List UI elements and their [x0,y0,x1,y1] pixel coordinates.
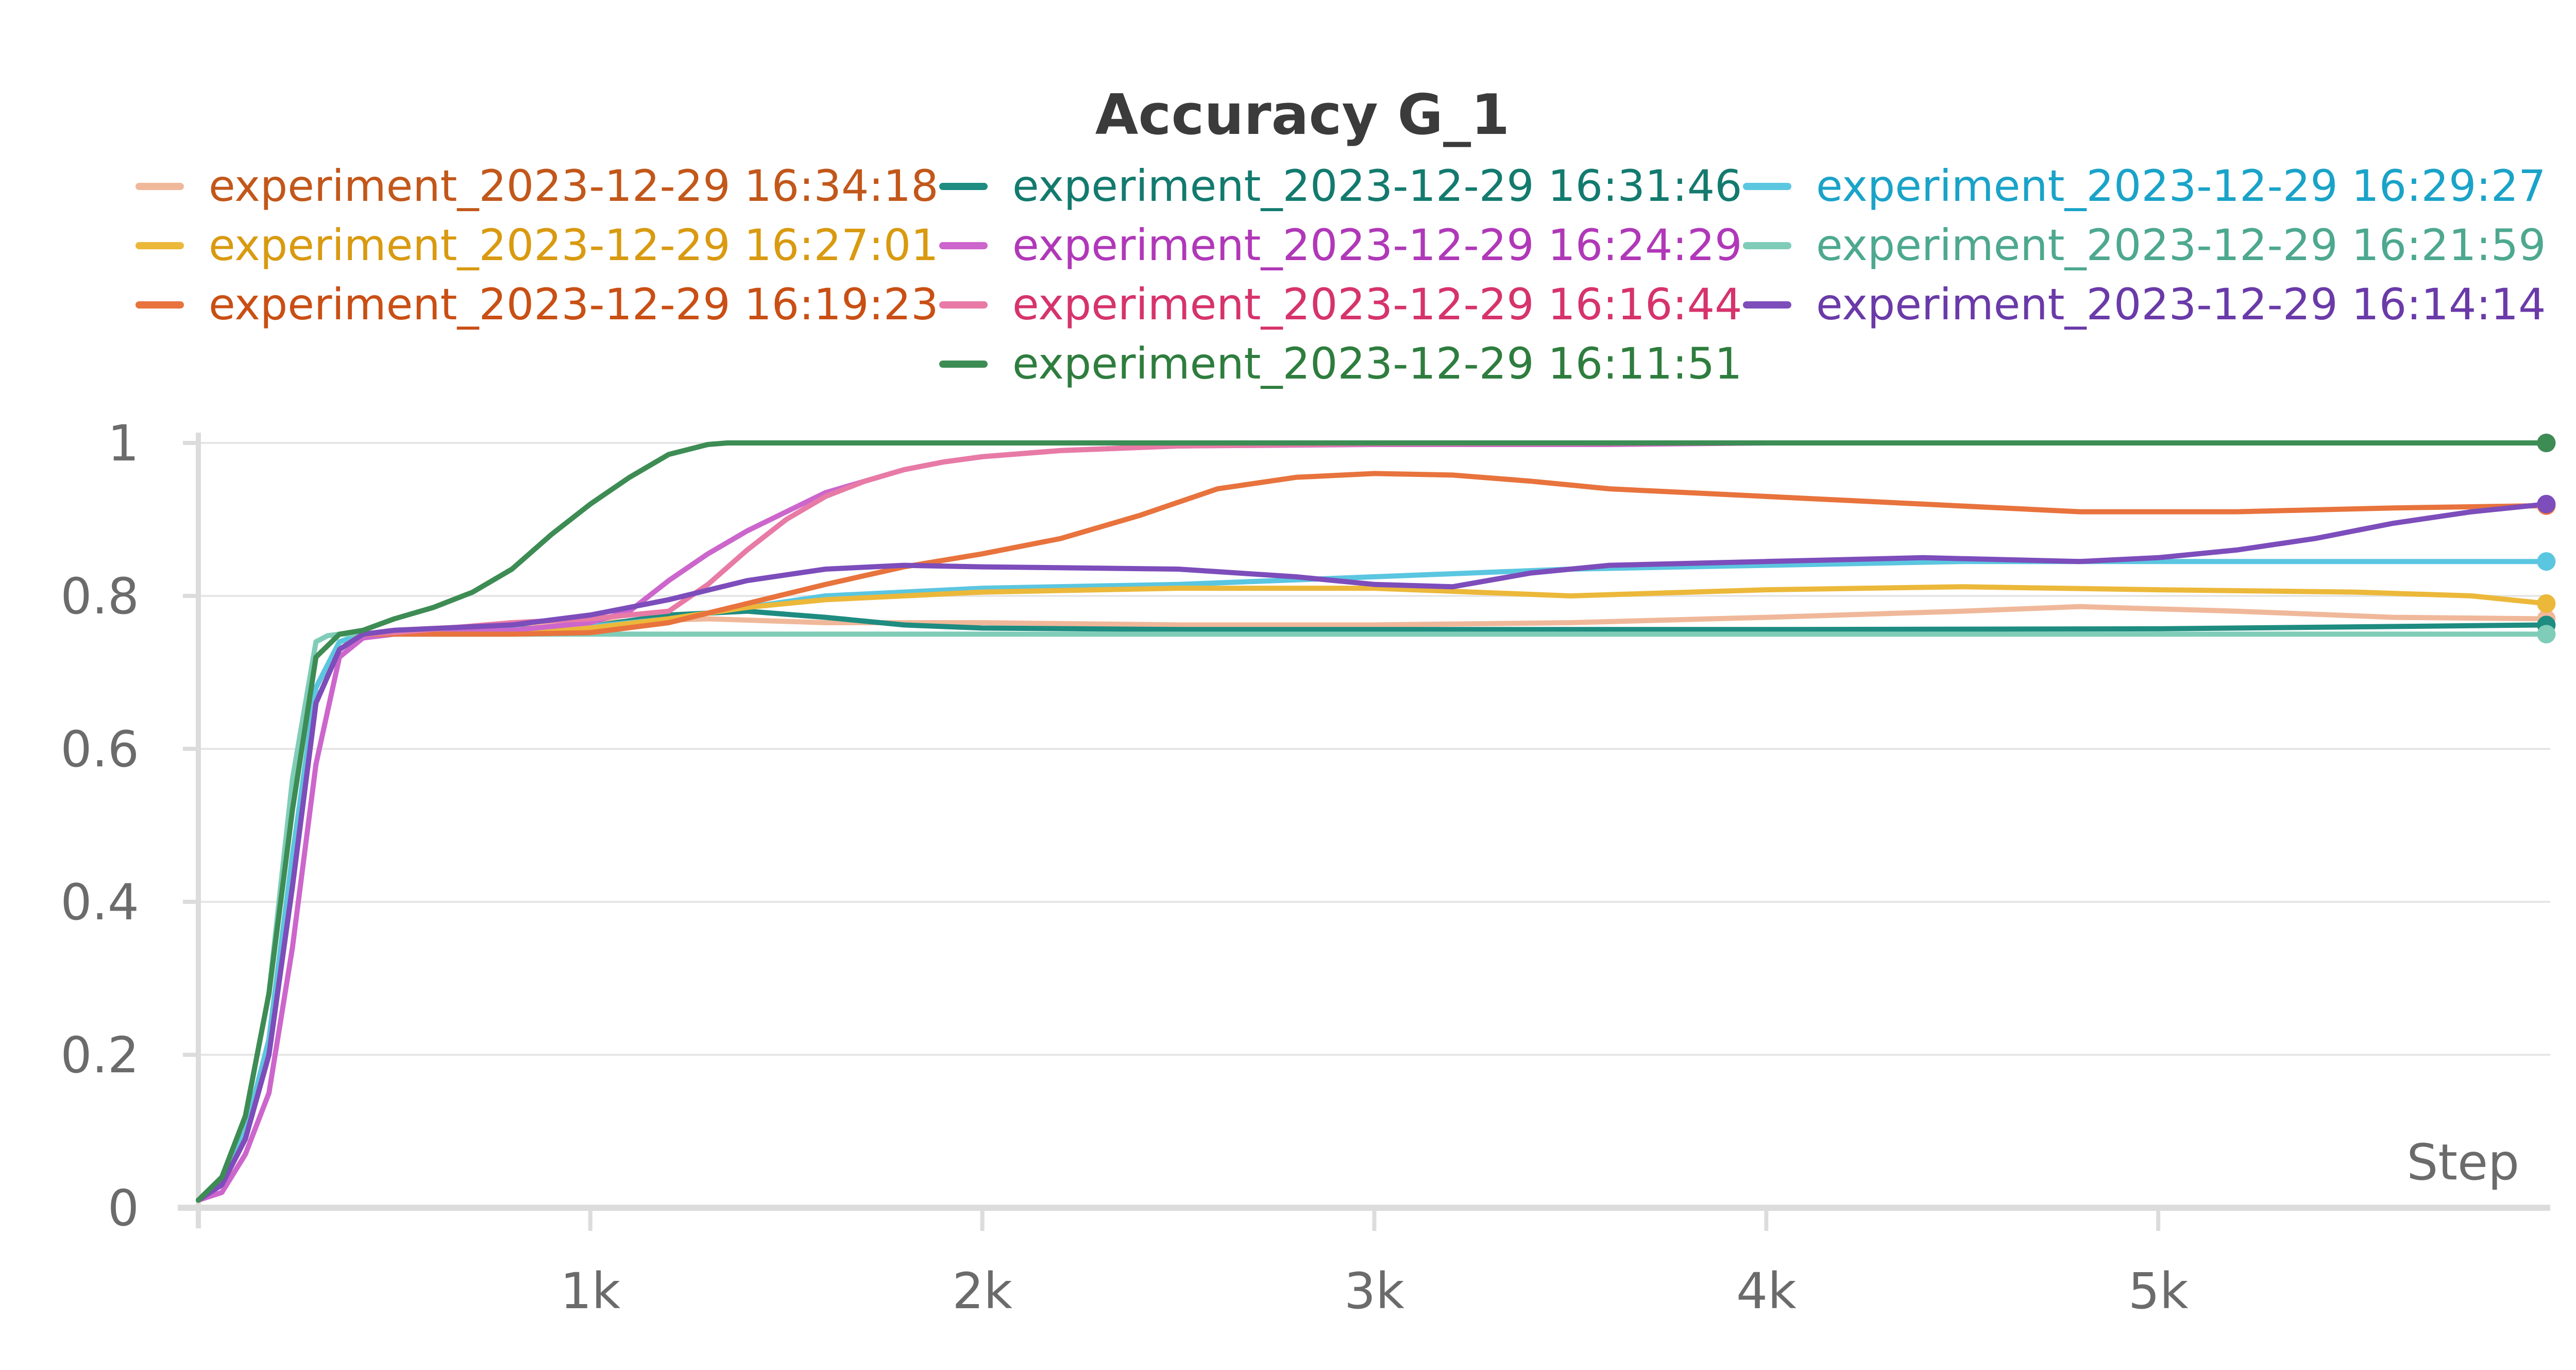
series-line [196,608,2549,1203]
legend-item[interactable]: experiment_2023-12-29 16:29:27 [1743,161,2546,211]
x-tick-label: 5k [2128,1262,2189,1320]
legend-label: experiment_2023-12-29 16:14:14 [1816,279,2546,330]
series-endpoint [2537,434,2556,452]
x-tick-label: 3k [1344,1262,1404,1320]
legend-label: experiment_2023-12-29 16:27:01 [209,220,939,270]
legend-label: experiment_2023-12-29 16:24:29 [1012,220,1742,270]
x-tick-label: 2k [952,1262,1012,1320]
legend-item[interactable]: experiment_2023-12-29 16:24:29 [939,220,1742,270]
series-line [196,559,2549,1203]
series-endpoint [2537,552,2556,571]
legend-item[interactable]: experiment_2023-12-29 16:19:23 [135,279,939,330]
legend-item[interactable]: experiment_2023-12-29 16:27:01 [135,220,939,270]
series-line [196,604,2549,1203]
x-tick-label: 4k [1736,1262,1797,1320]
series-endpoint [2537,494,2556,513]
y-tick-label: 0.6 [60,721,139,778]
legend-item[interactable]: experiment_2023-12-29 16:21:59 [1743,220,2546,270]
y-tick-label: 0.4 [60,874,139,931]
x-axis-label: Step [2406,1134,2519,1191]
series-endpoints [2537,434,2556,644]
x-tick-label: 1k [560,1262,620,1320]
series-endpoint [2537,594,2556,613]
series-line [196,631,2549,1203]
grid [198,442,2550,1209]
axes: 0 0.2 0.4 0.6 0.8 1 1k 2k 3k 4k 5k [60,415,2550,1320]
legend-item[interactable]: experiment_2023-12-29 16:31:46 [939,161,1742,211]
legend-label: experiment_2023-12-29 16:21:59 [1816,220,2546,270]
legend-item[interactable]: experiment_2023-12-29 16:34:18 [135,161,939,211]
series-line [196,501,2549,1203]
series-endpoint [2537,625,2556,644]
y-tick-label: 0 [108,1179,139,1237]
legend-label: experiment_2023-12-29 16:34:18 [209,161,939,211]
series-lines [196,440,2549,1203]
y-tick-label: 0.8 [60,568,139,625]
legend-label: experiment_2023-12-29 16:19:23 [209,279,939,330]
legend-item[interactable]: experiment_2023-12-29 16:16:44 [939,279,1742,330]
legend: experiment_2023-12-29 16:34:18 experiment… [135,161,2546,389]
chart-title: Accuracy G_1 [1095,83,1510,147]
series-line [196,584,2549,1203]
legend-label: experiment_2023-12-29 16:11:51 [1012,338,1742,389]
legend-label: experiment_2023-12-29 16:31:46 [1012,161,1742,211]
legend-label: experiment_2023-12-29 16:16:44 [1012,279,1742,330]
series-line [196,440,2549,1203]
legend-item[interactable]: experiment_2023-12-29 16:14:14 [1743,279,2546,330]
legend-label: experiment_2023-12-29 16:29:27 [1816,161,2546,211]
y-tick-label: 1 [108,415,139,472]
y-tick-label: 0.2 [60,1026,139,1084]
legend-item[interactable]: experiment_2023-12-29 16:11:51 [939,338,1742,389]
